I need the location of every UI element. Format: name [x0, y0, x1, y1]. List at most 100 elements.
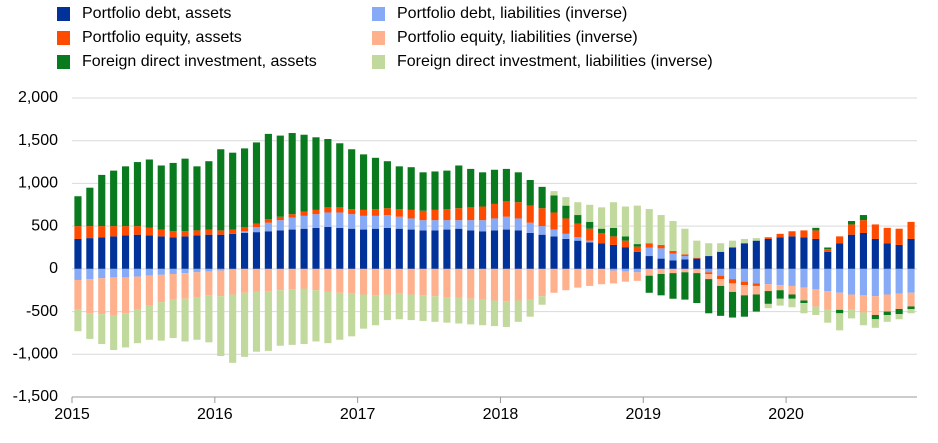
bar-segment [728, 279, 737, 284]
legend-marker [372, 31, 385, 45]
x-tick-label: 2015 [54, 406, 90, 423]
bar-segment [621, 236, 629, 241]
bar-segment [788, 285, 796, 295]
bar-segment [859, 268, 868, 296]
bar-segment [229, 233, 237, 269]
bar-segment [276, 230, 284, 269]
bar-segment [312, 227, 320, 269]
bar-segment [490, 203, 499, 219]
bar-segment [110, 277, 118, 316]
bar-segment [621, 240, 629, 248]
bar-segment [609, 270, 618, 284]
bar-segment [252, 232, 261, 269]
bar-segment [717, 243, 725, 252]
x-tick-label: 2016 [197, 406, 233, 423]
bar-segment [336, 292, 344, 340]
bar-segment [526, 232, 534, 269]
bar-segment [264, 291, 272, 351]
bar-segment [383, 161, 391, 209]
bar-segment [336, 207, 344, 213]
bar-segment [336, 212, 344, 228]
bar-segment [288, 229, 296, 269]
bar-segment [776, 237, 784, 269]
bar-segment [812, 227, 820, 231]
bar-segment [895, 228, 903, 245]
bar-segment [598, 268, 606, 285]
bar-segment [86, 187, 94, 227]
bar-segment [526, 205, 534, 223]
bar-segment [895, 268, 903, 294]
bar-segment [776, 285, 784, 291]
bar-segment [443, 209, 451, 221]
bar-segment [740, 295, 748, 317]
bar-segment [288, 214, 296, 218]
bar-segment [657, 268, 665, 274]
bar-segment [193, 230, 201, 236]
bar-segment [288, 217, 296, 230]
bar-segment [609, 202, 618, 228]
bar-segment [645, 243, 653, 248]
bar-segment [336, 268, 344, 293]
bar-segment [455, 228, 463, 269]
bar-segment [467, 168, 475, 208]
bar-segment [836, 236, 844, 244]
bar-segment [800, 303, 808, 314]
bar-segment [169, 162, 177, 232]
bar-segment [669, 260, 677, 269]
y-tick-label: 1,500 [18, 132, 58, 149]
bar-segment [788, 231, 796, 237]
bar-segment [764, 237, 772, 239]
bar-segment [193, 272, 201, 298]
bar-segment [312, 214, 320, 228]
bar-segment [241, 292, 249, 357]
bar-segment [728, 283, 737, 292]
bar-segment [288, 133, 296, 215]
bar-segment [241, 226, 249, 232]
bar-segment [621, 271, 629, 282]
bar-segment [324, 226, 332, 269]
bar-segment [133, 276, 142, 310]
bar-segment [264, 231, 272, 269]
bar-segment [574, 268, 582, 288]
bar-segment [74, 196, 82, 227]
y-tick-label: -1,500 [13, 388, 58, 405]
bar-segment [383, 208, 391, 216]
bar-segment [383, 268, 391, 295]
legend-marker [57, 55, 70, 69]
bar-segment [455, 297, 463, 324]
legend-label: Foreign direct investment, liabilities (… [397, 53, 713, 70]
bar-segment [574, 240, 582, 269]
bar-segment [479, 172, 487, 207]
bar-segment [728, 240, 737, 248]
bar-segment [776, 268, 784, 286]
bar-segment [669, 250, 677, 254]
bar-segment [502, 229, 510, 269]
bar-segment [395, 268, 403, 294]
bar-segment [348, 268, 356, 294]
bar-segment [348, 293, 356, 337]
bar-segment [312, 209, 320, 215]
bar-segment [633, 251, 641, 269]
bar-segment [348, 214, 356, 229]
bar-segment [800, 268, 808, 288]
bar-segment [705, 272, 713, 274]
bar-segment [431, 220, 439, 231]
bar-segment [883, 314, 891, 322]
bar-segment [455, 165, 463, 209]
bar-segment [169, 231, 177, 238]
bar-segment [110, 268, 118, 278]
x-tick-label: 2020 [768, 406, 804, 423]
bar-segment [229, 268, 237, 270]
bar-segment [847, 234, 856, 269]
bar-segment [824, 309, 832, 323]
bar-segment [502, 201, 510, 217]
bar-segment [300, 211, 308, 216]
bar-segment [145, 268, 153, 276]
bar-segment [229, 152, 237, 230]
bar-segment [586, 240, 594, 243]
bar-segment [621, 206, 629, 237]
bar-segment [467, 230, 475, 269]
bar-segment [110, 170, 118, 227]
bar-segment [407, 218, 415, 230]
legend-marker [57, 7, 70, 21]
